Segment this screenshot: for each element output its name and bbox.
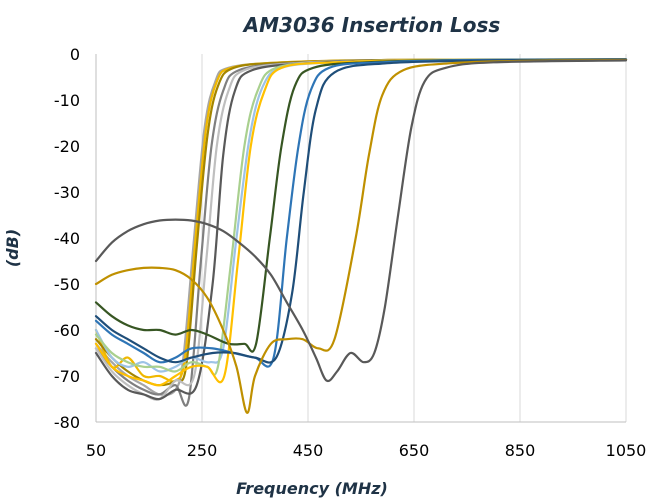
series-line-13 [94,58,628,414]
series-line-5 [94,58,628,401]
y-tick-label: -60 [54,321,80,340]
chart-title: AM3036 Insertion Loss [242,13,501,37]
series-line-3 [94,58,628,387]
x-axis-title: Frequency (MHz) [236,479,388,498]
y-tick-label: -30 [54,183,80,202]
y-tick-label: -70 [54,367,80,386]
series-line-6 [94,58,628,401]
series-group [94,58,628,414]
x-tick-labels: 50 250 450 650 850 1050 [86,441,647,460]
x-tick-label: 850 [505,441,536,460]
y-tick-label: -20 [54,137,80,156]
x-tick-label: 1050 [606,441,647,460]
series-line-9 [94,58,628,387]
y-tick-label: -80 [54,413,80,432]
y-tick-labels: 0 -10 -20 -30 -40 -50 -60 -70 -80 [54,45,80,432]
y-tick-label: -50 [54,275,80,294]
y-tick-label: -40 [54,229,80,248]
x-tick-label: 250 [187,441,218,460]
series-line-12 [94,58,628,364]
series-line-4 [94,58,628,407]
x-tick-label: 650 [399,441,430,460]
series-line-7 [94,58,628,373]
series-line-8 [94,58,628,376]
x-tick-label: 450 [293,441,324,460]
y-tick-label: -10 [54,91,80,110]
y-tick-label: 0 [70,45,80,64]
x-tick-label: 50 [86,441,106,460]
y-axis-title: (dB) [3,229,22,267]
series-line-1 [94,58,628,397]
series-line-14 [94,59,628,383]
